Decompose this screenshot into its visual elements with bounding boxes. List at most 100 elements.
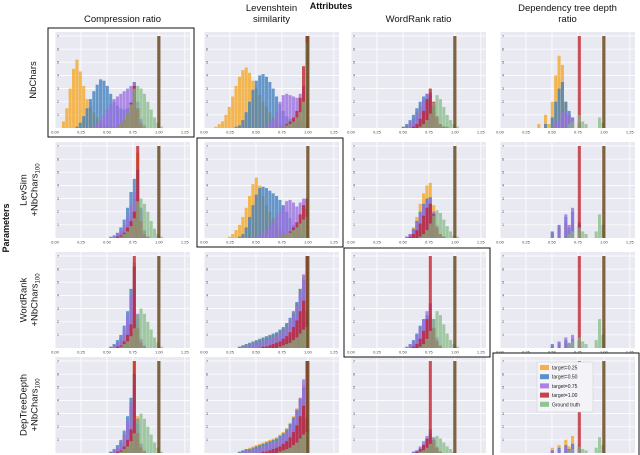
y-tick-label: 1 <box>206 333 208 337</box>
bar-gt-bin-21 <box>422 124 426 128</box>
bar-t75-bin-20 <box>271 337 275 348</box>
panel-r2-c2: 0.00 0.25 0.50 0.75 1.00 1.25 1 2 3 4 5 6 7 <box>347 252 486 355</box>
bar-t50-bin-17 <box>557 88 561 128</box>
bar-t75-bin-16 <box>405 236 409 238</box>
bar-t75-bin-17 <box>557 226 561 238</box>
bar-t50-bin-10 <box>237 236 241 238</box>
y-tick-label: 4 <box>57 399 59 403</box>
y-tick-label: 6 <box>353 267 355 271</box>
y-tick-label: 2 <box>206 210 208 214</box>
x-tick-label: 0.75 <box>574 240 583 245</box>
bar-gt-bin-29 <box>153 442 157 453</box>
bar-t75-bin-19 <box>268 338 272 348</box>
highlight-frames <box>47 27 640 455</box>
x-tick-label: 0.50 <box>548 350 557 355</box>
y-tick-label: 4 <box>502 399 504 403</box>
bar-t100-bin-18 <box>411 346 415 348</box>
bar-gt-bin-24 <box>285 449 289 453</box>
bar-gt-bin-31 <box>159 126 163 128</box>
bar-gt-bin-20 <box>122 449 126 453</box>
legend-label-3: target=1.00 <box>552 393 578 399</box>
bar-gt-bin-25 <box>139 308 143 348</box>
y-tick-label: 4 <box>502 294 504 298</box>
panel-r1-c0: 0.00 0.25 0.50 0.75 1.00 1.25 1 2 3 4 5 6 7 <box>51 142 190 245</box>
bar-t75-bin-22 <box>278 438 282 453</box>
x-tick-label: 0.00 <box>51 240 60 245</box>
bar-t75-bin-19 <box>564 110 568 128</box>
bar-t100-bin-29 <box>302 300 306 348</box>
bar-t75-bin-19 <box>119 442 123 453</box>
bar-t100-bin-18 <box>411 234 415 238</box>
bar-t25-bin-3 <box>65 108 69 128</box>
bar-t50-bin-6 <box>75 126 79 128</box>
bar-gt-bin-31 <box>159 451 163 453</box>
y-tick-label: 7 <box>57 359 59 363</box>
bar-t50-bin-10 <box>237 125 241 128</box>
bar-gt-bin-24 <box>581 121 585 128</box>
bar-t75-bin-19 <box>119 337 123 348</box>
x-tick-label: 0.75 <box>574 130 583 135</box>
bar-t75-bin-22 <box>278 101 282 128</box>
bar-gt-bin-26 <box>291 121 295 128</box>
bar-t25-bin-5 <box>72 68 76 128</box>
bar-t100-bin-22 <box>425 438 429 453</box>
highlight-frame-r0-c0 <box>47 27 195 138</box>
x-tick-label: 0.00 <box>51 130 60 135</box>
bar-gt-bin-27 <box>295 117 299 128</box>
x-tick-label: 0.50 <box>103 130 112 135</box>
panel-r0-c0: 0.00 0.25 0.50 0.75 1.00 1.25 1 2 3 4 5 6 7 <box>51 32 190 135</box>
bar-t100-bin-20 <box>418 338 422 348</box>
bar-t75-bin-20 <box>122 329 126 348</box>
y-tick-label: 7 <box>206 34 208 38</box>
bar-t100-bin-23 <box>281 338 285 348</box>
y-tick-label: 5 <box>206 61 208 65</box>
x-tick-label: 0.25 <box>226 130 235 135</box>
y-tick-label: 1 <box>353 113 355 117</box>
x-tick-label: 1.25 <box>626 350 635 355</box>
bar-t25-bin-7 <box>227 236 231 238</box>
bar-t100-bin-25 <box>288 332 292 348</box>
bar-t75-bin-14 <box>102 114 106 128</box>
y-tick-label: 1 <box>502 333 504 337</box>
bar-t100-bin-26 <box>291 431 295 453</box>
bar-t100-bin-22 <box>425 319 429 348</box>
x-tick-label: 0.25 <box>77 240 86 245</box>
legend-label-2: target=0.75 <box>552 384 578 390</box>
bar-gt-bin-22 <box>425 447 429 453</box>
bar-t100-bin-23 <box>428 203 432 238</box>
y-tick-label: 3 <box>502 87 504 91</box>
legend-label-4: Ground truth <box>552 402 580 408</box>
bar-gt-bin-23 <box>428 330 432 348</box>
bar-t100-bin-20 <box>418 449 422 453</box>
bar-t50-bin-11 <box>241 120 245 128</box>
column-header-1-line-1: similarity <box>253 14 290 25</box>
x-tick-label: 0.25 <box>373 240 382 245</box>
bar-t100-bin-17 <box>261 451 265 453</box>
bar-t50-bin-16 <box>554 101 558 128</box>
bar-t100-bin-28 <box>298 311 302 348</box>
bar-t75-bin-17 <box>112 450 116 453</box>
y-tick-label: 5 <box>502 281 504 285</box>
y-tick-label: 4 <box>353 399 355 403</box>
bar-t25-bin-7 <box>78 71 82 128</box>
row-label-subscript-3: 100 <box>36 378 42 389</box>
y-tick-label: 4 <box>502 184 504 188</box>
bar-gt-bin-25 <box>584 450 588 453</box>
bar-t75-bin-18 <box>115 96 119 128</box>
bar-t75-bin-17 <box>408 124 412 128</box>
bar-t50-bin-16 <box>258 75 262 128</box>
bar-gt-bin-22 <box>278 346 282 348</box>
bar-gt-bin-25 <box>435 95 439 128</box>
x-tick-label: 0.50 <box>399 240 408 245</box>
bar-t75-bin-11 <box>241 451 245 453</box>
x-tick-label: 0.00 <box>200 350 209 355</box>
bar-gt-bin-24 <box>581 341 585 348</box>
bar-t50-bin-11 <box>241 234 245 238</box>
bar-t50-bin-10 <box>237 451 241 453</box>
y-tick-label: 7 <box>502 254 504 258</box>
bar-t50-bin-17 <box>261 74 265 128</box>
x-tick-label: 1.00 <box>600 240 609 245</box>
reference-line <box>602 146 606 238</box>
bar-t100-bin-24 <box>136 146 140 238</box>
y-tick-label: 6 <box>206 157 208 161</box>
